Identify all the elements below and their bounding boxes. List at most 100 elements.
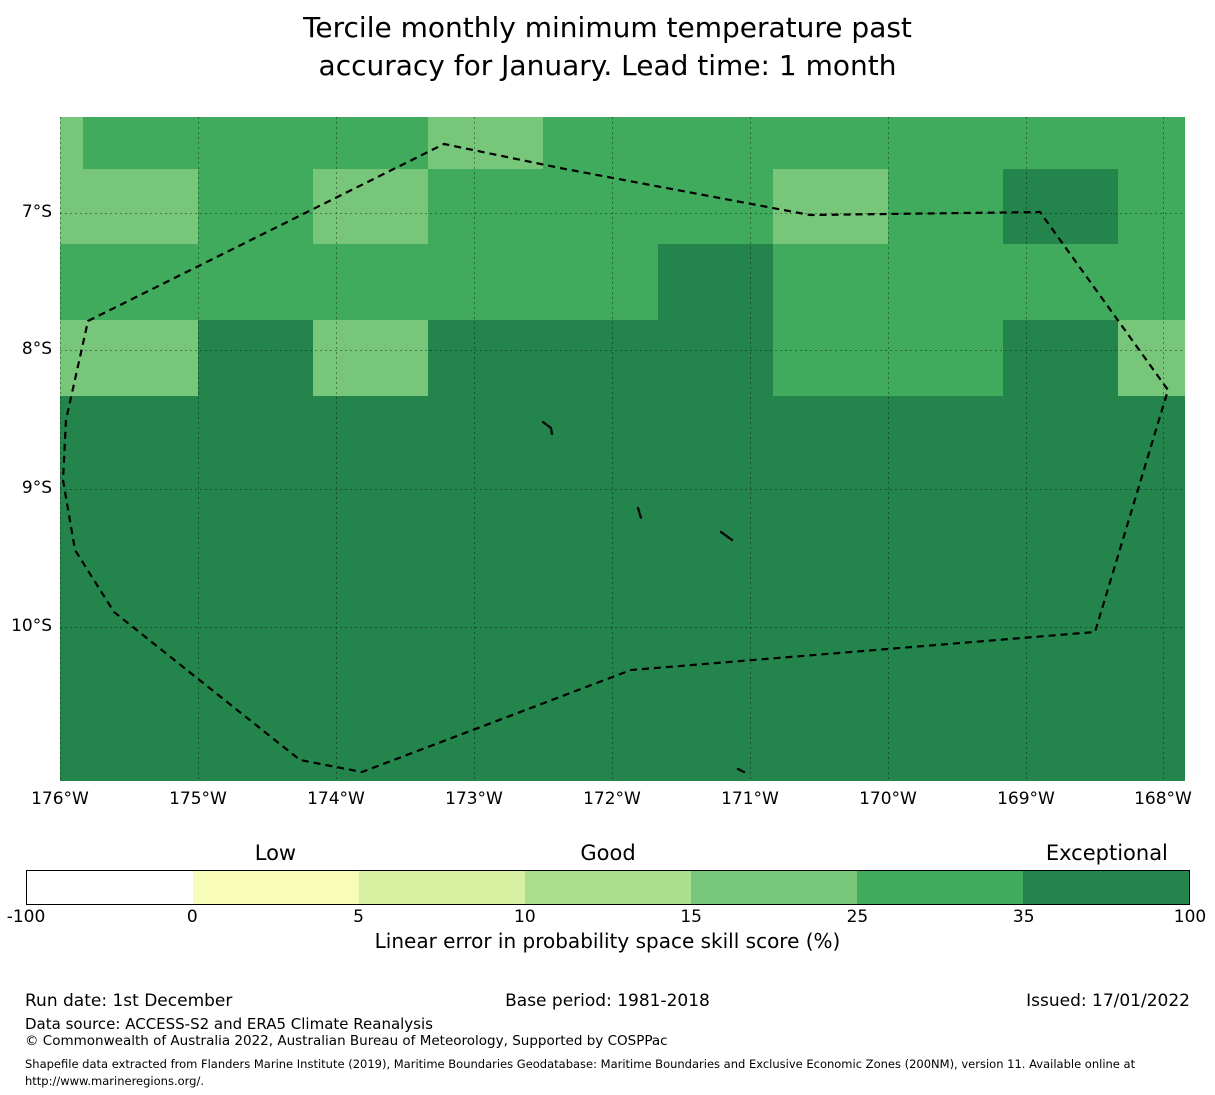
map-cell xyxy=(543,117,658,169)
map-cell xyxy=(428,396,543,473)
map-cell xyxy=(83,704,198,781)
footer-shapefile-line1: Shapefile data extracted from Flanders M… xyxy=(25,1057,1136,1071)
map-cell xyxy=(83,169,198,244)
island-mark xyxy=(541,420,554,436)
map-cell xyxy=(1003,704,1118,781)
map-cell xyxy=(313,704,428,781)
map-cell xyxy=(888,117,1003,169)
lon-tick-label: 173°W xyxy=(445,789,503,809)
map-cell xyxy=(888,169,1003,244)
map-cell xyxy=(428,627,543,704)
colorbar-category-label: Good xyxy=(580,841,636,865)
lon-gridline xyxy=(474,117,475,781)
island-mark xyxy=(636,506,643,520)
map-cell xyxy=(198,627,313,704)
lon-tick-label: 170°W xyxy=(859,789,917,809)
map-cell xyxy=(313,244,428,320)
map-cell xyxy=(428,473,543,550)
map-cell xyxy=(60,627,83,704)
lon-gridline xyxy=(1026,117,1027,781)
map-cell xyxy=(1118,320,1185,396)
lon-gridline xyxy=(198,117,199,781)
map-cell xyxy=(198,396,313,473)
lon-tick-label: 175°W xyxy=(169,789,227,809)
colorbar-tick-label: 5 xyxy=(353,907,364,927)
map-cell xyxy=(1118,550,1185,627)
map-cell xyxy=(1118,473,1185,550)
map-cell xyxy=(1118,704,1185,781)
map-cell xyxy=(198,473,313,550)
lat-gridline xyxy=(60,350,1185,351)
colorbar-tick-label: 35 xyxy=(1012,907,1035,927)
map-cell xyxy=(83,396,198,473)
colorbar-segment xyxy=(1023,871,1189,904)
map-cell xyxy=(428,320,543,396)
map-cell xyxy=(198,117,313,169)
map-cell xyxy=(888,320,1003,396)
map-cell xyxy=(888,473,1003,550)
map-cell xyxy=(773,473,888,550)
map-cell xyxy=(313,473,428,550)
colorbar-segment xyxy=(857,871,1023,904)
map-cell xyxy=(1003,396,1118,473)
map-cell xyxy=(428,169,543,244)
chart-title-line-1: Tercile monthly minimum temperature past xyxy=(303,11,912,44)
map-cell xyxy=(1003,117,1118,169)
map-cell xyxy=(1118,396,1185,473)
lon-tick-label: 171°W xyxy=(721,789,779,809)
lon-gridline xyxy=(1163,117,1164,781)
colorbar-segment xyxy=(359,871,525,904)
lat-gridline xyxy=(60,627,1185,628)
map-cell xyxy=(1003,627,1118,704)
map-cell xyxy=(1118,627,1185,704)
map-cell xyxy=(1003,320,1118,396)
map-cell xyxy=(428,117,543,169)
map-cell xyxy=(658,117,773,169)
map-cell xyxy=(83,473,198,550)
map-cell xyxy=(658,627,773,704)
map-cell xyxy=(1003,244,1118,320)
map-cell xyxy=(60,704,83,781)
map-cell xyxy=(773,396,888,473)
lon-gridline xyxy=(60,117,61,781)
map-cell xyxy=(543,244,658,320)
footer-run-date: Run date: 1st December xyxy=(25,991,233,1011)
map-cell xyxy=(198,550,313,627)
map-cell xyxy=(773,320,888,396)
lat-gridline xyxy=(60,489,1185,490)
map-cell xyxy=(83,244,198,320)
lon-tick-label: 174°W xyxy=(307,789,365,809)
map-cell xyxy=(1003,473,1118,550)
map-cell xyxy=(658,320,773,396)
map-cell xyxy=(60,396,83,473)
map-cell xyxy=(888,627,1003,704)
footer-shapefile-note: Shapefile data extracted from Flanders M… xyxy=(25,1056,1190,1091)
map-cell xyxy=(428,704,543,781)
map-cell xyxy=(1003,550,1118,627)
map-cell xyxy=(773,704,888,781)
map-cell xyxy=(888,704,1003,781)
lon-tick-label: 168°W xyxy=(1134,789,1192,809)
map-cell xyxy=(313,396,428,473)
map-cell xyxy=(1118,169,1185,244)
lat-tick-label: 7°S xyxy=(21,202,52,222)
map-cell xyxy=(313,550,428,627)
map-cell xyxy=(313,320,428,396)
colorbar-segment xyxy=(525,871,691,904)
map-cell xyxy=(658,550,773,627)
lat-gridline xyxy=(60,213,1185,214)
colorbar-axis-label: Linear error in probability space skill … xyxy=(374,929,841,953)
lat-tick-label: 10°S xyxy=(11,616,52,636)
map-cell xyxy=(198,320,313,396)
colorbar-tick-label: -100 xyxy=(6,907,46,927)
map-cell xyxy=(83,550,198,627)
footer-copyright: © Commonwealth of Australia 2022, Austra… xyxy=(25,1033,668,1049)
map-cell xyxy=(773,117,888,169)
lat-tick-label: 8°S xyxy=(21,339,52,359)
map-cell xyxy=(773,550,888,627)
map-cell xyxy=(1118,117,1185,169)
map-cell xyxy=(83,627,198,704)
lon-gridline xyxy=(612,117,613,781)
map-cell xyxy=(773,627,888,704)
